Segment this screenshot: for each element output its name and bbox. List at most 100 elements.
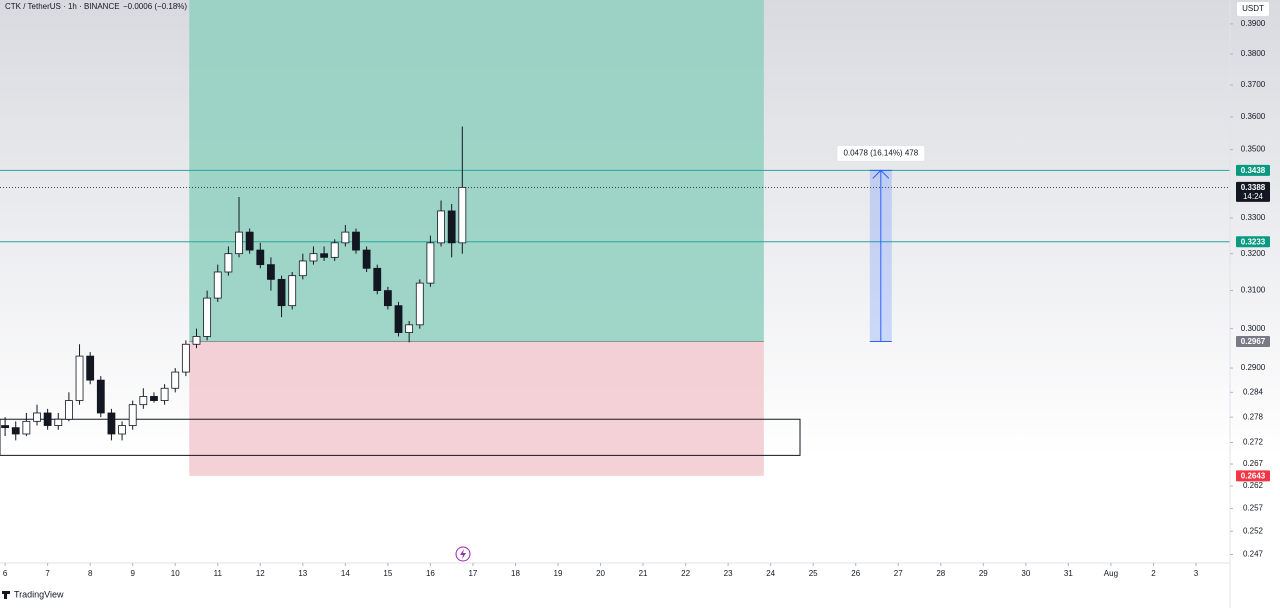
y-tick-label: 0.3800 (1241, 49, 1266, 58)
x-tick-label: 6 (3, 569, 8, 578)
y-tick-label: 0.3300 (1241, 213, 1266, 222)
candle-body (309, 253, 318, 262)
candle-body (362, 249, 371, 269)
x-tick-label: 26 (851, 569, 860, 578)
x-tick-label: 21 (639, 569, 648, 578)
currency: USDT (1242, 4, 1264, 13)
measure-label-box (836, 144, 926, 162)
candle-body (352, 231, 360, 251)
x-tick-label: 23 (724, 569, 733, 578)
price-label-box (1236, 164, 1270, 176)
y-tick-label: 0.252 (1243, 526, 1264, 535)
y-tick-label: 0.267 (1243, 459, 1264, 468)
candle-body (181, 343, 190, 373)
candle-body (330, 242, 339, 258)
x-tick-label: 28 (936, 569, 945, 578)
candle-body (405, 324, 414, 333)
logo (2, 591, 10, 599)
candle-body (65, 400, 73, 420)
x-tick-label: 25 (809, 569, 818, 578)
candle-body (437, 210, 445, 244)
candle-body (75, 355, 84, 401)
candle-body (447, 210, 456, 244)
candle-body (224, 253, 233, 273)
x-tick-label: 2 (1151, 569, 1156, 578)
x-tick-label: Aug (1104, 569, 1118, 578)
range-box (0, 418, 801, 456)
x-tick-label: 24 (766, 569, 775, 578)
x-tick-label: 15 (383, 569, 392, 578)
candle-body (426, 242, 435, 284)
countdown: 14:24 (1243, 192, 1264, 201)
price-label-box (1236, 336, 1270, 348)
candle-body (394, 305, 403, 333)
candle-body (415, 282, 424, 326)
price-label: 0.2967 (1241, 337, 1266, 346)
brand: TradingView (14, 589, 64, 599)
candle-body (192, 336, 201, 345)
x-tick-label: 30 (1021, 569, 1030, 578)
y-tick-label: 0.3500 (1241, 145, 1266, 154)
candle-body (54, 418, 63, 426)
y-tick-label: 0.3100 (1241, 286, 1266, 295)
candle-body (256, 249, 265, 266)
y-tick-label: 0.284 (1243, 387, 1264, 396)
candle-body (373, 267, 382, 291)
x-tick-label: 12 (256, 569, 265, 578)
price-label-box (1236, 470, 1270, 482)
price-label: 0.2643 (1241, 471, 1266, 480)
symbol: CTK / TetherUS · 1h · BINANCE (5, 2, 120, 11)
candle-body (235, 231, 243, 255)
y-tick-label: 0.272 (1243, 438, 1264, 447)
candle-body (298, 260, 307, 277)
x-tick-label: 20 (596, 569, 605, 578)
y-tick-label: 0.3900 (1241, 19, 1266, 28)
x-tick-label: 27 (894, 569, 903, 578)
candle-body (267, 264, 275, 280)
last-price-box (1236, 181, 1270, 202)
candle-body (288, 275, 297, 307)
event-bolt (460, 549, 466, 559)
candle-body (118, 425, 126, 435)
candle-body (11, 427, 20, 435)
price-label-box (1236, 236, 1270, 248)
x-tick-label: 18 (511, 569, 520, 578)
y-tick-label: 0.278 (1243, 412, 1264, 421)
candle-body (1, 425, 10, 429)
measure-arrowhead (872, 169, 890, 179)
event-icon (455, 546, 471, 562)
candle-body (107, 412, 116, 435)
y-tick-label: 0.262 (1243, 481, 1264, 490)
candle-body (33, 412, 41, 422)
x-tick-label: 14 (341, 569, 350, 578)
candle-body (320, 253, 328, 258)
x-tick-label: 11 (214, 569, 223, 578)
candle-body (86, 355, 95, 381)
x-tick-label: 31 (1064, 569, 1073, 578)
candle-body (96, 379, 105, 414)
y-tick-label: 0.2900 (1241, 363, 1266, 372)
x-tick-label: 29 (979, 569, 988, 578)
candle-body (22, 420, 31, 435)
y-tick-label: 0.247 (1243, 550, 1264, 559)
candle-body (245, 231, 254, 251)
candle-body (277, 278, 286, 307)
x-tick-label: 22 (681, 569, 690, 578)
candle-body (43, 412, 52, 426)
x-tick-label: 10 (171, 569, 180, 578)
change: −0.0006 (−0.18%) (123, 2, 187, 11)
price-label: 0.3233 (1241, 237, 1266, 246)
y-tick-label: 0.3600 (1241, 112, 1266, 121)
candle-body (341, 231, 350, 244)
y-tick-label: 0.3700 (1241, 80, 1266, 89)
x-tick-label: 3 (1194, 569, 1199, 578)
candle-body (171, 371, 180, 389)
candle-body (213, 271, 222, 299)
measure-label: 0.0478 (16.14%) 478 (843, 148, 918, 157)
x-tick-label: 16 (426, 569, 435, 578)
candle-body (160, 387, 169, 401)
x-tick-label: 8 (88, 569, 93, 578)
y-tick-label: 0.3200 (1241, 249, 1266, 258)
x-tick-label: 7 (45, 569, 50, 578)
